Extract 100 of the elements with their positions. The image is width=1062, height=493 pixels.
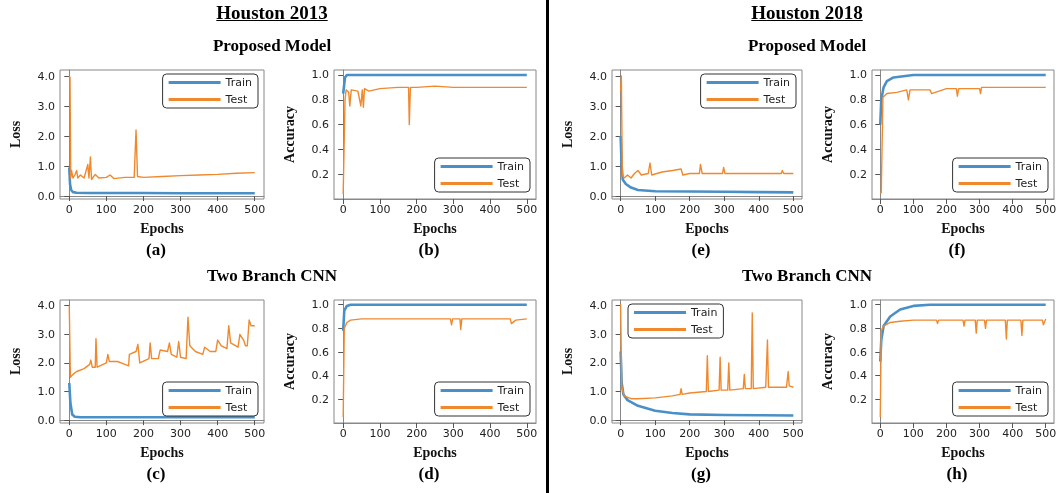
x-tick-label: 0 [339, 203, 347, 216]
x-tick-label: 400 [1002, 203, 1024, 216]
x-tick-label: 300 [969, 203, 991, 216]
y-axis-title: Loss [7, 120, 23, 149]
line-series [67, 166, 257, 195]
legend-label: Train [496, 160, 525, 173]
x-axis-title: Epochs [413, 220, 458, 236]
x-tick-label: 200 [132, 203, 154, 216]
y-axis-title: Accuracy [819, 106, 835, 163]
legend-label: Test [762, 93, 786, 106]
y-axis-title: Loss [559, 347, 575, 376]
y-tick-label: 4.0 [589, 299, 607, 313]
x-tick-label: 500 [244, 427, 266, 440]
legend-label: Train [762, 76, 791, 89]
x-tick-label: 100 [369, 203, 391, 216]
y-tick-label: 2.0 [37, 129, 55, 143]
y-tick-label: 0.0 [589, 189, 607, 203]
text: Houston 2013 [215, 2, 329, 24]
text: Proposed Model [211, 36, 333, 56]
text: (d) [417, 464, 441, 484]
x-tick-label: 100 [95, 203, 117, 216]
x-tick-label: 500 [516, 203, 538, 216]
text: (g) [690, 464, 712, 484]
x-tick-label: 400 [748, 427, 770, 440]
x-tick-label: 500 [1035, 427, 1057, 440]
y-axis-title: Accuracy [281, 106, 297, 163]
x-tick-label: 100 [95, 427, 117, 440]
y-tick-label: 0.4 [311, 369, 329, 383]
x-tick-label: 300 [170, 203, 192, 216]
legend-label: Test [690, 323, 714, 336]
x-axis-title: Epochs [941, 220, 986, 236]
x-tick-label: 200 [679, 427, 701, 440]
y-tick-label: 3.0 [589, 99, 607, 113]
y-tick-label: 3.0 [37, 327, 55, 341]
x-axis-title: Epochs [685, 220, 730, 236]
x-tick-label: 0 [65, 203, 73, 216]
x-tick-label: 0 [65, 427, 73, 440]
text: Two Branch CNN [741, 266, 873, 286]
x-tick-label: 500 [244, 203, 266, 216]
y-axis-title: Loss [559, 120, 575, 149]
text: Houston 2018 [750, 2, 864, 24]
y-tick-label: 0.0 [37, 189, 55, 203]
line-series [68, 305, 256, 378]
legend-label: Test [224, 93, 248, 106]
y-tick-label: 1.0 [37, 385, 55, 399]
line-series [619, 303, 795, 400]
y-tick-label: 0.4 [849, 142, 867, 156]
legend-label: Train [224, 384, 253, 397]
x-tick-label: 0 [339, 427, 347, 440]
line-series [342, 85, 528, 195]
x-tick-label: 300 [442, 203, 464, 216]
y-tick-label: 0.2 [849, 167, 867, 181]
x-tick-label: 100 [369, 427, 391, 440]
x-tick-label: 0 [617, 203, 625, 216]
legend-label: Test [1014, 401, 1038, 414]
x-tick-label: 400 [748, 203, 770, 216]
x-tick-label: 500 [782, 203, 804, 216]
y-tick-label: 0.2 [311, 167, 329, 181]
line-series [341, 303, 529, 333]
y-tick-label: 2.0 [589, 356, 607, 370]
y-axis-title: Accuracy [281, 333, 297, 390]
legend-label: Test [496, 177, 520, 190]
y-tick-label: 4.0 [37, 299, 55, 313]
x-tick-label: 200 [679, 203, 701, 216]
x-tick-label: 400 [207, 203, 229, 216]
x-axis-title: Epochs [685, 444, 730, 460]
x-tick-label: 300 [969, 427, 991, 440]
x-tick-label: 100 [644, 203, 666, 216]
x-tick-label: 200 [935, 203, 957, 216]
text: (h) [945, 464, 969, 484]
text: Two Branch CNN [206, 266, 338, 286]
line-series [67, 381, 257, 419]
y-axis-title: Loss [7, 347, 23, 376]
line-series [619, 75, 795, 179]
y-tick-label: 1.0 [849, 68, 867, 82]
line-series [342, 318, 528, 418]
x-tick-label: 200 [406, 427, 428, 440]
y-tick-label: 2.0 [589, 129, 607, 143]
x-axis-title: Epochs [140, 220, 185, 236]
x-tick-label: 0 [876, 203, 884, 216]
y-tick-label: 1.0 [589, 159, 607, 173]
line-series [68, 75, 256, 181]
y-tick-label: 4.0 [589, 69, 607, 83]
text: (f) [947, 240, 967, 260]
y-tick-label: 0.4 [311, 142, 329, 156]
text: (e) [690, 240, 712, 260]
y-tick-label: 1.0 [37, 159, 55, 173]
legend-label: Train [224, 76, 253, 89]
x-tick-label: 100 [902, 427, 924, 440]
legend-label: Train [496, 384, 525, 397]
x-tick-label: 300 [713, 203, 735, 216]
text: Proposed Model [746, 36, 868, 56]
legend-label: Test [1014, 177, 1038, 190]
y-tick-label: 0.8 [849, 93, 867, 107]
y-tick-label: 1.0 [311, 68, 329, 82]
line-series [878, 73, 1048, 126]
x-axis-title: Epochs [941, 444, 986, 460]
x-axis-title: Epochs [413, 444, 458, 460]
x-axis-title: Epochs [140, 444, 185, 460]
x-tick-label: 300 [442, 427, 464, 440]
